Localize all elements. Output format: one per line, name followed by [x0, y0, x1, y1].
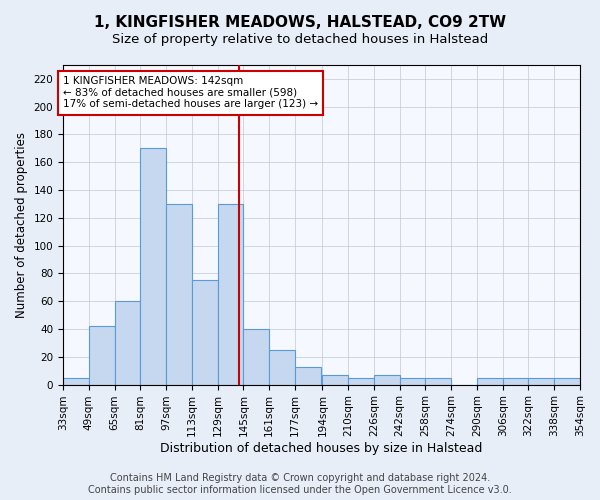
Text: Contains HM Land Registry data © Crown copyright and database right 2024.
Contai: Contains HM Land Registry data © Crown c…: [88, 474, 512, 495]
Text: 1, KINGFISHER MEADOWS, HALSTEAD, CO9 2TW: 1, KINGFISHER MEADOWS, HALSTEAD, CO9 2TW: [94, 15, 506, 30]
Bar: [348, 378, 374, 384]
Bar: [192, 280, 218, 384]
Bar: [269, 350, 295, 384]
Y-axis label: Number of detached properties: Number of detached properties: [15, 132, 28, 318]
X-axis label: Distribution of detached houses by size in Halstead: Distribution of detached houses by size …: [160, 442, 483, 455]
Bar: [529, 378, 554, 384]
Bar: [166, 204, 192, 384]
Bar: [218, 204, 244, 384]
Bar: [503, 378, 529, 384]
Text: Size of property relative to detached houses in Halstead: Size of property relative to detached ho…: [112, 32, 488, 46]
Text: 1 KINGFISHER MEADOWS: 142sqm
← 83% of detached houses are smaller (598)
17% of s: 1 KINGFISHER MEADOWS: 142sqm ← 83% of de…: [63, 76, 318, 110]
Bar: [477, 378, 503, 384]
Bar: [322, 375, 348, 384]
Bar: [374, 375, 400, 384]
Bar: [425, 378, 451, 384]
Bar: [115, 301, 140, 384]
Bar: [554, 378, 580, 384]
Bar: [63, 378, 89, 384]
Bar: [140, 148, 166, 384]
Bar: [244, 329, 269, 384]
Bar: [400, 378, 425, 384]
Bar: [295, 366, 321, 384]
Bar: [89, 326, 115, 384]
